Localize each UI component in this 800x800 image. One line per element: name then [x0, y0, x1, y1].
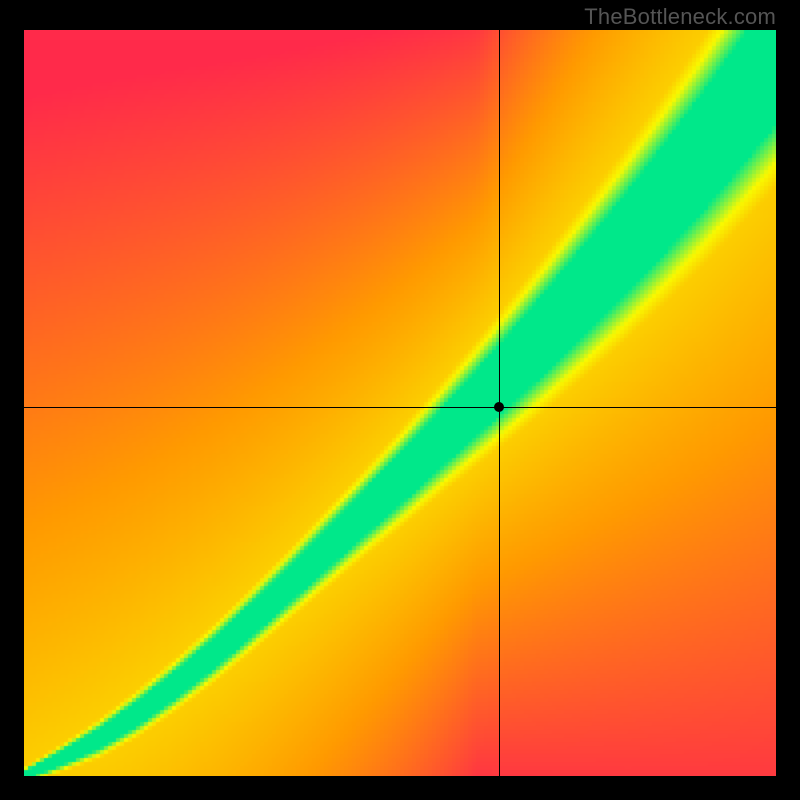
- bottleneck-heatmap: [24, 30, 776, 776]
- heatmap-canvas: [24, 30, 776, 776]
- watermark-text: TheBottleneck.com: [584, 4, 776, 30]
- crosshair-horizontal: [24, 407, 776, 408]
- crosshair-marker: [494, 402, 504, 412]
